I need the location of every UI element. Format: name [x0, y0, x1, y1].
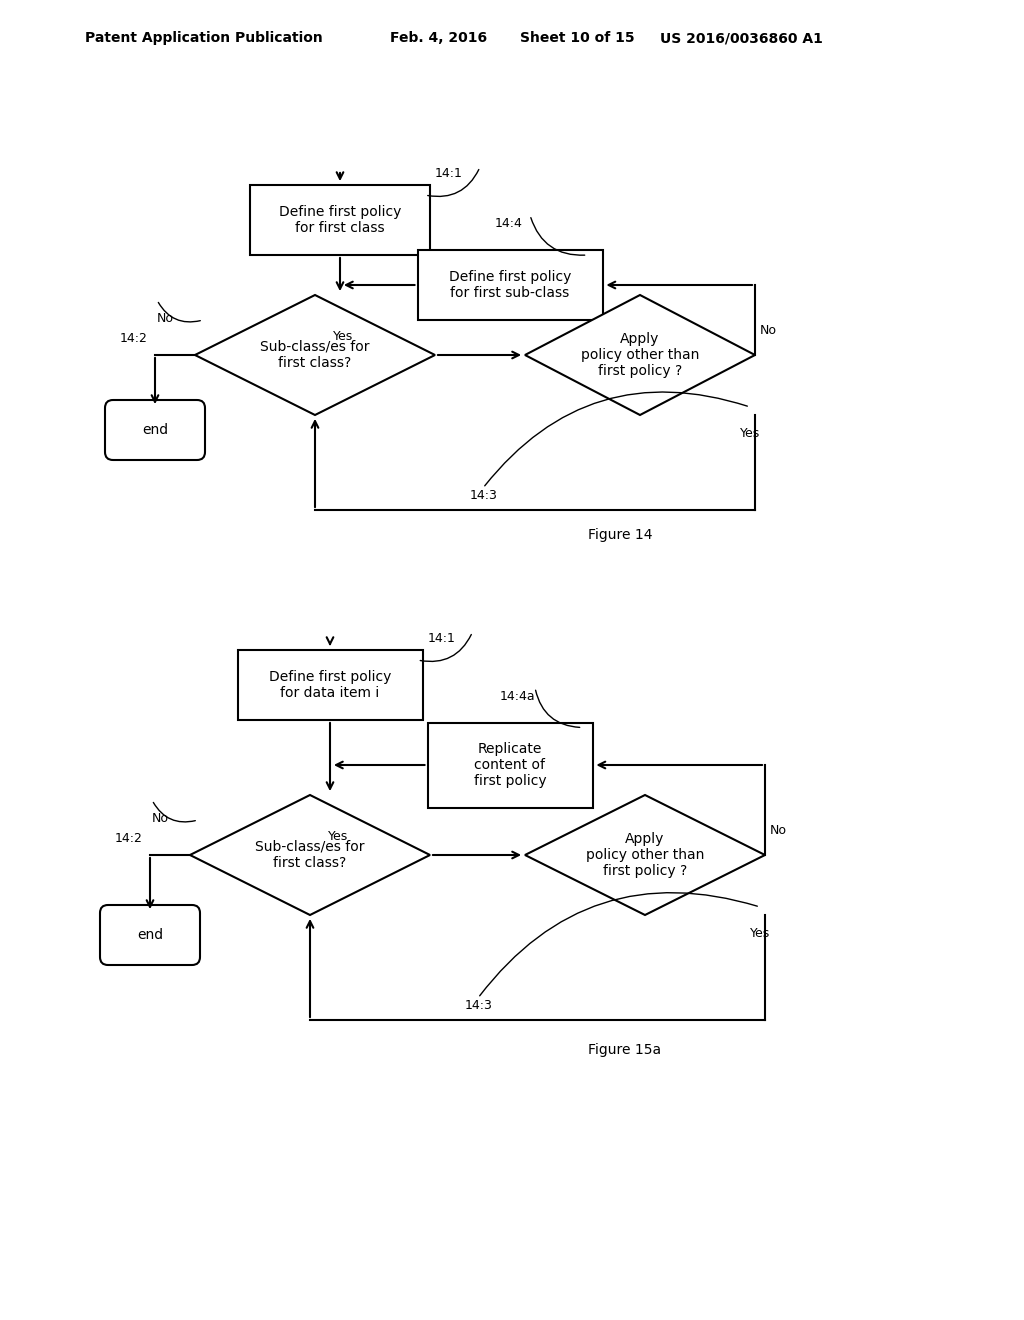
Bar — [427, 722, 593, 808]
Text: Apply
policy other than
first policy ?: Apply policy other than first policy ? — [581, 331, 699, 379]
Text: 14:2: 14:2 — [115, 832, 143, 845]
Text: Apply
policy other than
first policy ?: Apply policy other than first policy ? — [586, 832, 705, 878]
Text: Patent Application Publication: Patent Application Publication — [85, 30, 323, 45]
Text: Figure 14: Figure 14 — [588, 528, 652, 543]
Text: 14:1: 14:1 — [427, 632, 456, 645]
Polygon shape — [195, 294, 435, 414]
Text: Yes: Yes — [740, 426, 760, 440]
Text: 14:4a: 14:4a — [500, 689, 536, 702]
Text: 14:1: 14:1 — [435, 168, 463, 180]
Text: Sub-class/es for
first class?: Sub-class/es for first class? — [260, 339, 370, 370]
Text: Yes: Yes — [333, 330, 353, 343]
Polygon shape — [525, 294, 755, 414]
Text: 14:3: 14:3 — [470, 488, 498, 502]
Text: 14:4: 14:4 — [495, 216, 523, 230]
Bar — [250, 185, 430, 255]
Text: Define first policy
for first class: Define first policy for first class — [279, 205, 401, 235]
Text: end: end — [142, 422, 168, 437]
Text: Yes: Yes — [328, 830, 348, 843]
Bar — [238, 649, 423, 719]
Text: Sub-class/es for
first class?: Sub-class/es for first class? — [255, 840, 365, 870]
Text: Replicate
content of
first policy: Replicate content of first policy — [474, 742, 547, 788]
Text: end: end — [137, 928, 163, 942]
Text: Sheet 10 of 15: Sheet 10 of 15 — [520, 30, 635, 45]
Text: Figure 15a: Figure 15a — [589, 1043, 662, 1057]
Text: No: No — [760, 323, 777, 337]
Text: 14:2: 14:2 — [120, 333, 147, 345]
FancyBboxPatch shape — [105, 400, 205, 459]
Text: Define first policy
for data item i: Define first policy for data item i — [269, 671, 391, 700]
Bar — [418, 249, 602, 319]
Polygon shape — [190, 795, 430, 915]
Polygon shape — [525, 795, 765, 915]
Text: No: No — [770, 824, 787, 837]
Text: Yes: Yes — [750, 927, 770, 940]
Text: Feb. 4, 2016: Feb. 4, 2016 — [390, 30, 487, 45]
Text: US 2016/0036860 A1: US 2016/0036860 A1 — [660, 30, 823, 45]
FancyBboxPatch shape — [100, 906, 200, 965]
Text: Define first policy
for first sub-class: Define first policy for first sub-class — [449, 269, 571, 300]
Text: No: No — [152, 812, 169, 825]
Text: No: No — [157, 312, 174, 325]
Text: 14:3: 14:3 — [465, 999, 493, 1012]
